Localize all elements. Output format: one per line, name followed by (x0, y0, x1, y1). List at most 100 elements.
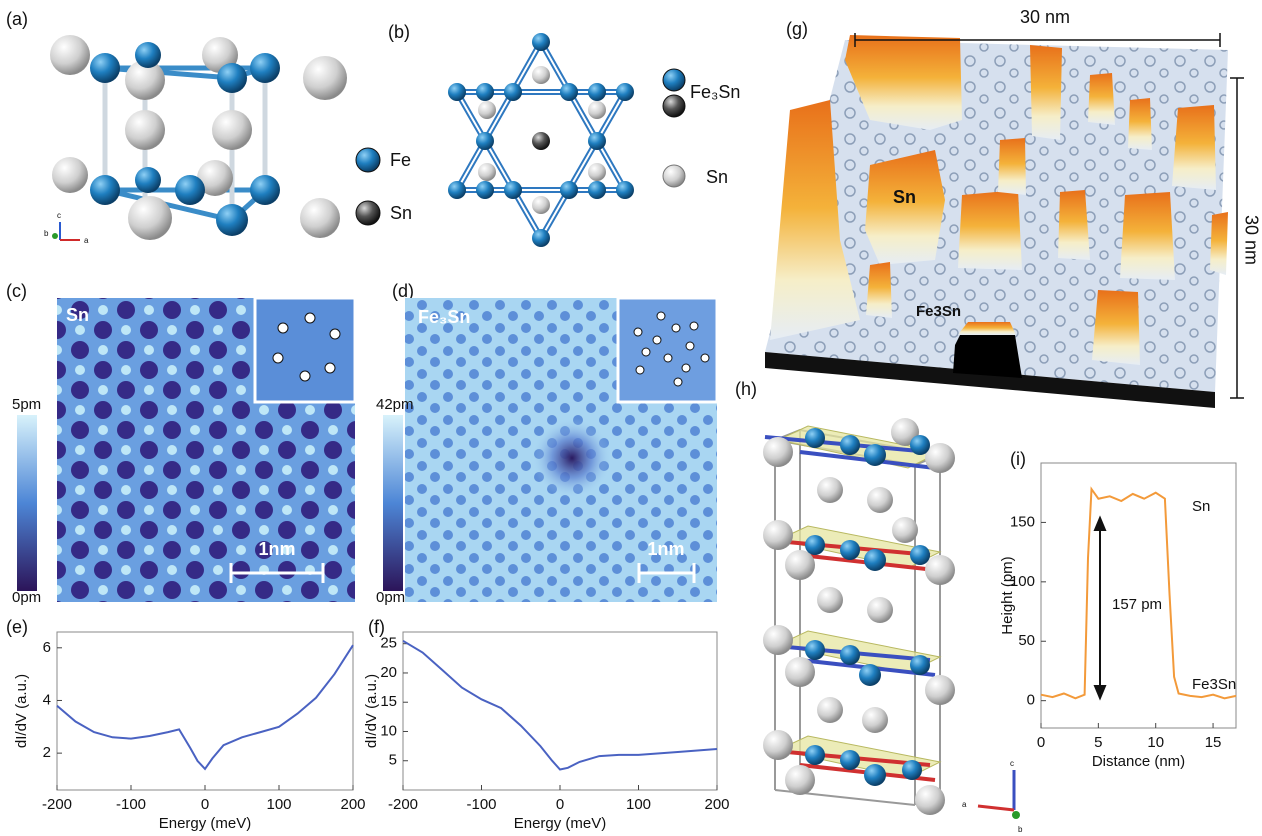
panel-label: (e) (6, 617, 28, 637)
topography-g (1210, 212, 1228, 275)
crystal-h (867, 597, 893, 623)
x-tick-label: 5 (1094, 734, 1102, 751)
crystal-h (910, 655, 930, 675)
crystal-h (862, 707, 888, 733)
topography-g (958, 322, 1016, 335)
stm-c (17, 415, 37, 591)
stm-c (325, 363, 335, 373)
kagome-b (504, 83, 522, 101)
y-tick-label: 0 (1027, 692, 1035, 709)
crystal-a (52, 222, 80, 240)
kagome-b (616, 83, 634, 101)
crystal-h (978, 806, 1014, 810)
crystal-a (250, 53, 280, 83)
crystal-h (817, 697, 843, 723)
stm-d (653, 336, 661, 344)
kagome-b (532, 132, 550, 150)
crystal-a (90, 53, 120, 83)
crystal-a: c b a Fe Sn (44, 35, 412, 245)
stm-c (255, 298, 355, 402)
y-tick-label: 10 (380, 722, 397, 739)
legend-label: Fe (390, 150, 411, 170)
crystal-a (356, 148, 380, 172)
data-line (403, 641, 717, 770)
stm-d (532, 418, 612, 498)
kagome-b (663, 95, 685, 117)
crystal-h (763, 625, 793, 655)
panel-label: (d) (392, 281, 414, 301)
topography-g (1120, 192, 1175, 280)
y-tick-label: 50 (1018, 632, 1035, 649)
stm-d (634, 328, 642, 336)
stm-d (636, 366, 644, 374)
axis-letter: c (57, 211, 61, 220)
topography-g (1088, 73, 1115, 125)
crystal-h: c a b (763, 418, 1023, 834)
colorbar-label: 0pm (12, 589, 41, 606)
x-axis-label: Energy (meV) (159, 815, 252, 832)
y-axis-label: dI/dV (a.u.) (13, 674, 30, 748)
crystal-a (135, 42, 161, 68)
kagome-b (588, 181, 606, 199)
legend-label: Sn (706, 167, 728, 187)
x-tick-label: 0 (556, 796, 564, 813)
colorbar-label: 42pm (376, 396, 414, 413)
crystal-h (840, 750, 860, 770)
kagome-b (448, 181, 466, 199)
kagome-b (532, 196, 550, 214)
crystal-h (892, 517, 918, 543)
stm-d (383, 415, 403, 591)
kagome-b (663, 69, 685, 91)
stm-d (618, 298, 717, 402)
crystal-a (356, 201, 380, 225)
colorbar-label: 0pm (376, 589, 405, 606)
colorbar-label: 5pm (12, 396, 41, 413)
crystal-a (217, 63, 247, 93)
x-tick-label: 100 (266, 796, 291, 813)
crystal-h (925, 555, 955, 585)
y-tick-label: 15 (380, 693, 397, 710)
y-tick-label: 150 (1010, 513, 1035, 530)
kagome-b (448, 83, 466, 101)
crystal-h (864, 764, 886, 786)
stm-c (305, 313, 315, 323)
topography-g (865, 150, 945, 265)
crystal-h (840, 645, 860, 665)
kagome-b (532, 66, 550, 84)
legend-label: Sn (390, 203, 412, 223)
crystal-h (1012, 811, 1020, 819)
stm-c (273, 353, 283, 363)
crystal-h (864, 444, 886, 466)
stm-c (330, 329, 340, 339)
axis-letter: a (962, 800, 967, 809)
annotation: Sn (1192, 498, 1210, 515)
legend-label: Fe₃Sn (690, 82, 740, 102)
x-axis-label: Distance (nm) (1092, 753, 1185, 770)
y-tick-label: 20 (380, 664, 397, 681)
kagome-b (588, 83, 606, 101)
x-tick-label: 200 (340, 796, 365, 813)
stm-d (672, 324, 680, 332)
dimension-label: 30 nm (1020, 7, 1070, 27)
topography-g: Sn Fe3Sn 30 nm 30 nm (765, 7, 1261, 408)
crystal-a (125, 110, 165, 150)
stm-d (686, 342, 694, 350)
topography-g (953, 335, 1022, 378)
dimension-label: 30 nm (1241, 215, 1261, 265)
kagome-b (588, 101, 606, 119)
y-tick-label: 5 (389, 752, 397, 769)
stm-d: Fe₃Sn 1nm 42pm 0pm (376, 298, 717, 606)
x-tick-label: -200 (388, 796, 418, 813)
kagome-b (560, 181, 578, 199)
kagome-b (560, 83, 578, 101)
x-tick-label: -200 (42, 796, 72, 813)
crystal-h (902, 760, 922, 780)
plot-frame (57, 632, 353, 790)
crystal-a (52, 233, 58, 239)
image-label: Sn (893, 187, 916, 207)
crystal-a (135, 167, 161, 193)
crystal-h (859, 664, 881, 686)
crystal-h (765, 437, 935, 780)
crystal-a (212, 110, 252, 150)
x-tick-label: 0 (1037, 734, 1045, 751)
